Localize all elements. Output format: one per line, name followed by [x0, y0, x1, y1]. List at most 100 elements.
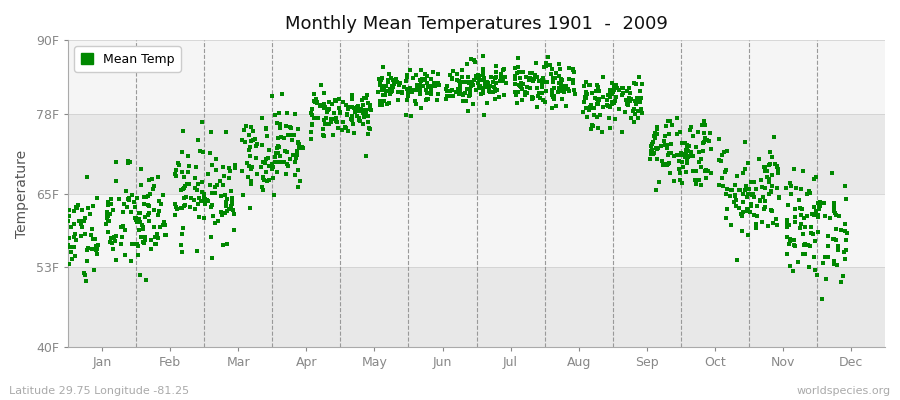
Point: [555, 76, 570, 83]
Point: [169, 173, 184, 179]
Point: [260, 178, 274, 184]
Point: [650, 126, 664, 132]
Point: [220, 241, 234, 248]
Point: [270, 168, 284, 175]
Point: [158, 232, 172, 238]
Point: [38, 266, 52, 273]
Point: [619, 100, 634, 107]
Point: [727, 199, 742, 205]
Point: [565, 66, 580, 72]
Point: [130, 241, 144, 248]
Point: [767, 134, 781, 140]
Point: [472, 73, 486, 79]
Point: [535, 89, 549, 96]
Point: [333, 110, 347, 116]
Point: [652, 178, 666, 185]
Point: [539, 60, 554, 67]
Point: [679, 168, 693, 175]
Point: [50, 255, 64, 261]
Point: [478, 84, 492, 90]
Point: [826, 236, 841, 242]
Point: [262, 147, 276, 153]
Point: [413, 90, 428, 97]
Point: [176, 225, 190, 231]
Point: [317, 100, 331, 107]
Point: [335, 127, 349, 134]
Point: [624, 96, 638, 102]
Point: [356, 101, 371, 108]
Point: [812, 206, 826, 212]
Point: [91, 242, 105, 248]
Point: [363, 126, 377, 132]
Point: [784, 191, 798, 198]
Point: [74, 221, 88, 228]
Point: [328, 97, 343, 103]
Point: [797, 241, 812, 247]
Point: [579, 93, 593, 100]
Point: [794, 221, 808, 228]
Point: [62, 261, 77, 267]
Point: [410, 85, 424, 92]
Point: [716, 182, 730, 189]
Point: [343, 103, 357, 110]
Point: [580, 91, 594, 98]
Point: [834, 278, 849, 285]
Point: [466, 82, 481, 88]
Point: [132, 209, 147, 216]
Point: [627, 80, 642, 86]
Point: [68, 244, 82, 250]
Point: [576, 109, 590, 116]
Point: [701, 168, 716, 174]
Point: [203, 204, 218, 210]
Point: [415, 83, 429, 89]
Point: [630, 95, 644, 102]
Point: [686, 152, 700, 159]
Point: [136, 239, 150, 246]
Point: [286, 132, 301, 138]
Point: [134, 222, 148, 228]
Point: [136, 226, 150, 232]
Point: [460, 61, 474, 67]
Point: [674, 180, 688, 186]
Point: [346, 121, 360, 127]
Point: [154, 201, 168, 208]
Point: [374, 77, 388, 83]
Point: [662, 152, 676, 158]
Point: [147, 224, 161, 230]
Point: [750, 203, 764, 209]
Point: [476, 53, 491, 59]
Point: [606, 101, 620, 107]
Point: [198, 198, 212, 205]
Point: [835, 273, 850, 280]
Point: [591, 96, 606, 102]
Point: [413, 86, 428, 93]
Point: [194, 198, 209, 204]
Point: [361, 119, 375, 126]
Point: [204, 234, 219, 241]
Point: [256, 174, 270, 181]
Point: [585, 121, 599, 128]
Point: [46, 202, 60, 208]
Point: [548, 102, 562, 109]
Point: [674, 151, 688, 158]
Point: [384, 75, 399, 82]
Point: [488, 86, 502, 92]
Point: [356, 110, 370, 117]
Point: [200, 197, 214, 203]
Point: [295, 145, 310, 151]
Point: [452, 90, 466, 97]
Point: [74, 233, 88, 239]
Point: [562, 88, 576, 94]
Point: [468, 58, 482, 65]
Point: [810, 272, 824, 278]
Point: [317, 117, 331, 124]
Point: [250, 140, 265, 147]
Point: [719, 214, 733, 221]
Point: [712, 182, 726, 189]
Point: [373, 78, 387, 84]
Point: [545, 75, 560, 81]
Point: [139, 194, 153, 201]
Point: [491, 94, 506, 100]
Point: [255, 184, 269, 190]
Point: [49, 246, 63, 252]
